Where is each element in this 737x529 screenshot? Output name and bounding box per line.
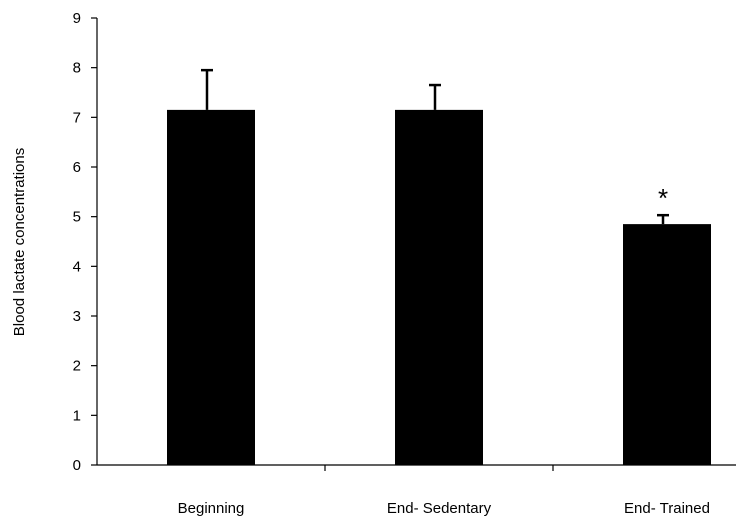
bars: * <box>167 68 711 465</box>
x-tick-label: End- Trained <box>624 500 710 517</box>
significance-marker: * <box>658 183 668 213</box>
y-tick-label: 9 <box>73 10 81 27</box>
x-axis-ticks: Beginning End- Sedentary End- Trained <box>178 465 710 517</box>
y-axis-label: Blood lactate concentrations <box>11 148 28 336</box>
y-tick-label: 0 <box>73 457 81 474</box>
x-tick-label: Beginning <box>178 500 245 517</box>
bar <box>167 109 255 465</box>
y-tick-label: 1 <box>73 407 81 424</box>
y-tick-label: 5 <box>73 209 81 226</box>
y-tick-label: 2 <box>73 358 81 375</box>
y-tick-label: 8 <box>73 60 81 77</box>
y-tick-label: 7 <box>73 109 81 126</box>
x-tick-label: End- Sedentary <box>387 500 492 517</box>
y-tick-label: 4 <box>73 258 81 275</box>
y-tick-label: 6 <box>73 159 81 176</box>
y-tick-label: 3 <box>73 308 81 325</box>
bar <box>395 109 483 465</box>
bar <box>623 224 711 465</box>
y-axis-ticks: 0 1 2 3 4 5 6 7 8 9 <box>73 10 97 474</box>
